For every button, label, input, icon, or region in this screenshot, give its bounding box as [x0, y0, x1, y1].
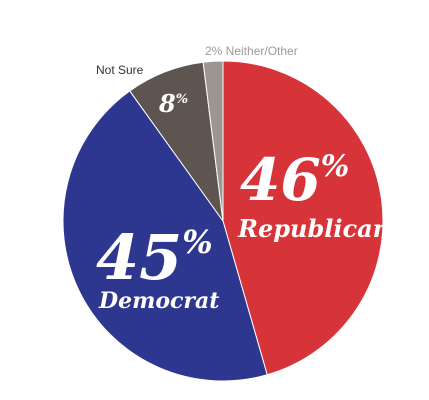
slice-value-notsure-percent-sign: % — [176, 92, 188, 107]
slice-value-republican-number: 46 — [240, 146, 321, 214]
outside-label-notsure: Not Sure — [96, 63, 144, 77]
slice-value-republican: 46% — [240, 146, 349, 214]
slice-label-republican: Republican — [237, 214, 390, 243]
slice-value-notsure-number: 8 — [158, 89, 176, 118]
slice-value-democrat-percent-sign: % — [182, 223, 212, 261]
slice-label-democrat: Democrat — [98, 288, 219, 314]
slice-value-democrat: 45% — [96, 221, 213, 294]
pie-slice-democrat — [62, 90, 268, 382]
pie-slice-republican — [222, 60, 384, 376]
pie-slices — [62, 60, 384, 382]
pie-slice-neither — [202, 60, 224, 222]
outside-label-neither: 2% Neither/Other — [205, 44, 298, 58]
slice-value-republican-percent-sign: % — [321, 149, 350, 184]
slice-value-notsure: 8% — [158, 89, 188, 118]
slice-value-democrat-number: 45 — [96, 221, 182, 294]
